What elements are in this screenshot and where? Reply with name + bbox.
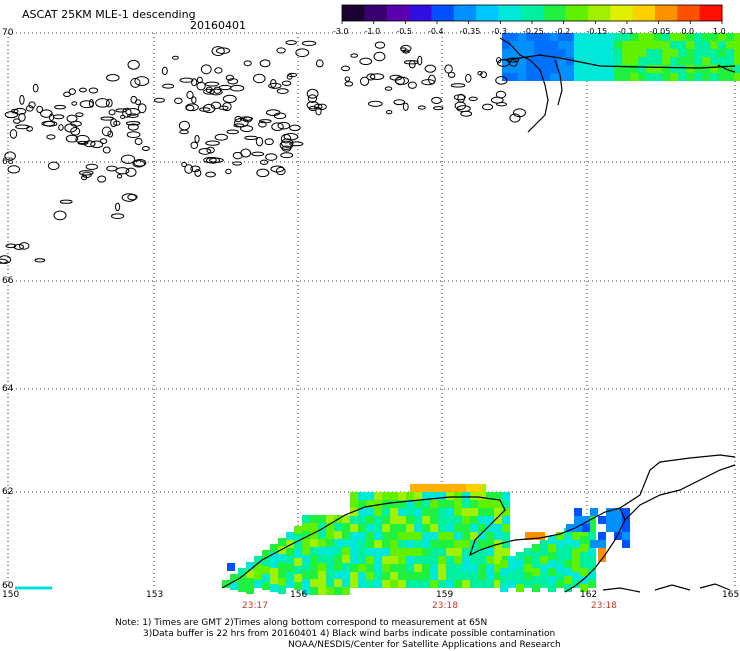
colorbar-segment [386,5,410,21]
colorbar-tick-label: -0.1 [618,27,634,36]
time-label-2: 23:18 [432,601,458,611]
colorbar-segment [677,5,701,21]
colorbar-tick-label: -0.15 [586,27,608,36]
note-line-1: Note: 1) Times are GMT 2)Times along bot… [115,618,488,628]
colorbar-segment [409,5,432,21]
note-line-3: NOAA/NESDIS/Center for Satellite Applica… [288,640,561,650]
colorbar-tick-label: -0.35 [459,27,481,36]
colorbar-tick-label: -0.2 [554,27,571,36]
colorbar-segment [699,5,723,21]
colorbar-segment [587,5,611,21]
time-label-3: 23:18 [591,601,617,611]
colorbar-segment [453,5,477,21]
time-label-1: 23:17 [242,601,268,611]
colorbar-tick-label: 1.0 [713,27,726,36]
ice-contours [0,40,527,264]
data-swaths [222,33,740,595]
colorbar-segment [543,5,567,21]
lon-label-150: 150 [2,590,20,600]
lat-label-68: 68 [2,157,14,167]
lon-label-153: 153 [146,590,164,600]
colorbar-tick-label: -1.0 [364,27,381,36]
lat-label-70: 70 [2,28,14,38]
colorbar-segment [364,5,388,21]
colorbar-tick-label: -0.3 [491,27,507,36]
lon-label-159: 159 [436,590,454,600]
lat-label-66: 66 [2,276,14,286]
product-date: 20160401 [190,19,246,32]
colorbar [341,4,723,24]
coastline [221,37,736,593]
colorbar-segment [476,5,499,21]
lat-label-60: 60 [2,581,14,591]
lon-label-162: 162 [580,590,598,600]
note-line-2: 3)Data buffer is 22 hrs from 20160401 4)… [143,629,556,639]
colorbar-segment [342,5,365,21]
colorbar-tick-label: -0.05 [649,27,671,36]
colorbar-tick-label: -3.0 [333,27,349,36]
colorbar-tick-label: -0.5 [396,27,412,36]
colorbar-tick-label: 0.0 [681,27,695,36]
colorbar-segment [565,5,589,21]
colorbar-segment [498,5,522,21]
lat-label-62: 62 [2,487,14,497]
colorbar-segment [632,5,656,21]
lon-label-156: 156 [290,590,308,600]
colorbar-segment [431,5,455,21]
colorbar-tick-label: -0.4 [428,27,444,36]
colorbar-tick-label: -0.25 [523,27,544,36]
colorbar-segment [520,5,544,21]
colorbar-segment [610,5,634,21]
colorbar-segment [654,5,678,21]
lat-label-64: 64 [2,384,14,394]
lon-label-165: 165 [722,590,740,600]
product-title: ASCAT 25KM MLE-1 descending [22,8,196,21]
